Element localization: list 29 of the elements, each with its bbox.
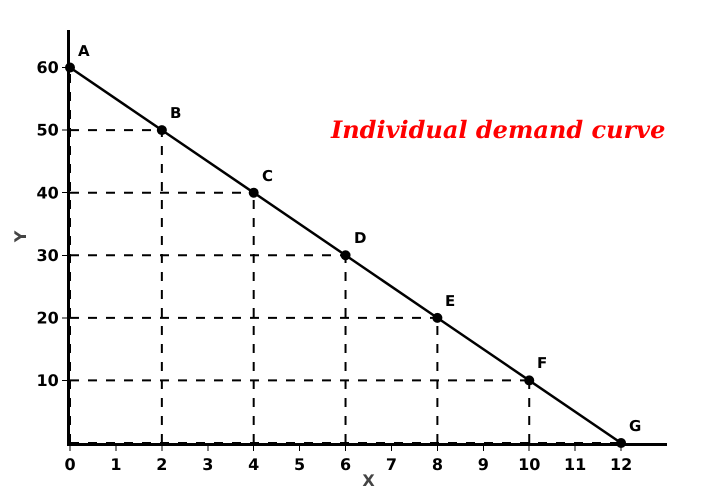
annotation: C xyxy=(262,167,274,185)
x-tick-label: 12 xyxy=(610,455,632,474)
y-tick-label: 50 xyxy=(36,120,59,140)
y-tick-label: 60 xyxy=(36,58,59,78)
x-tick-label: 10 xyxy=(518,455,540,474)
y-tick-label: 30 xyxy=(36,246,59,265)
annotation: A xyxy=(78,42,90,60)
x-tick-label: 3 xyxy=(202,455,214,474)
annotation: E xyxy=(445,292,456,310)
annotation: Individual demand curve xyxy=(330,115,666,144)
x-tick-label: 1 xyxy=(110,455,122,474)
x-tick-label: 11 xyxy=(564,455,586,474)
x-tick-label: 6 xyxy=(340,455,352,474)
y-tick-label: 40 xyxy=(36,183,59,202)
annotation: D xyxy=(354,229,366,247)
x-tick-label: 0 xyxy=(64,455,76,474)
x-tick-label: 8 xyxy=(432,455,443,474)
annotation: F xyxy=(537,354,548,372)
y-axis-title: Y xyxy=(11,230,30,244)
x-tick-label: 9 xyxy=(478,455,489,474)
annotation: G xyxy=(629,417,642,435)
x-tick-label: 5 xyxy=(294,455,306,474)
y-tick-label: 10 xyxy=(36,371,59,390)
x-tick-label: 4 xyxy=(248,455,260,474)
annotation: B xyxy=(170,104,182,122)
x-tick-label: 2 xyxy=(156,455,168,474)
y-tick-label: 20 xyxy=(36,308,59,328)
x-tick-label: 7 xyxy=(386,455,398,474)
x-axis-title: X xyxy=(362,470,376,490)
